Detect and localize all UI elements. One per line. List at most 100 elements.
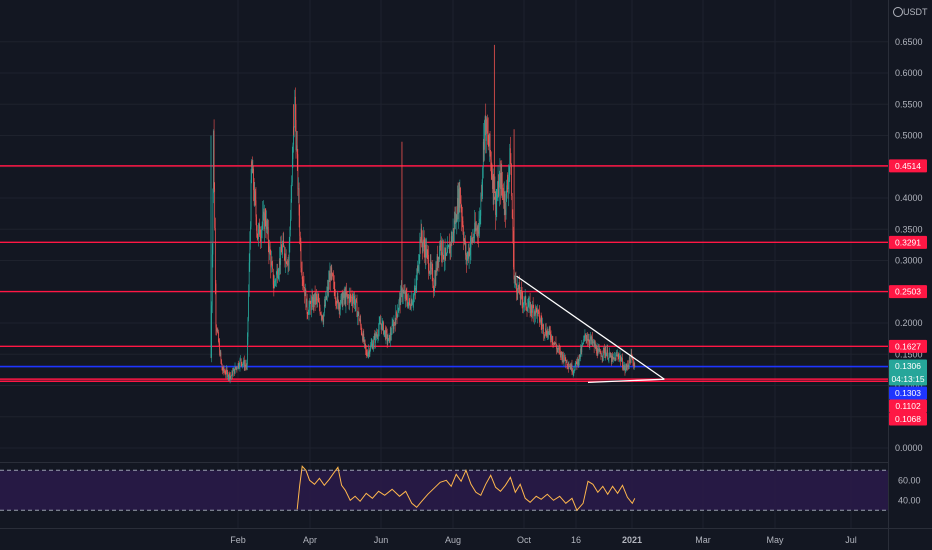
candle-down <box>375 333 377 336</box>
candle-down <box>224 372 226 375</box>
rsi-line[interactable] <box>296 465 636 512</box>
candle-up <box>534 311 535 317</box>
candle-up <box>633 365 635 367</box>
candle-down <box>327 286 329 290</box>
candle-down <box>461 217 463 222</box>
candle-down <box>410 307 411 309</box>
candle-up <box>391 324 393 335</box>
trend-line-support[interactable] <box>587 378 665 384</box>
candle-up <box>308 306 310 315</box>
trend-lines[interactable] <box>516 275 665 384</box>
candle-down <box>595 344 596 349</box>
candle-down <box>286 263 288 264</box>
candle-up <box>414 288 416 293</box>
candle-up <box>417 266 418 275</box>
candle-down <box>481 195 482 197</box>
candle-down <box>305 290 307 308</box>
candle-down <box>407 301 408 307</box>
level-badge: 0.3291 <box>895 237 921 247</box>
candle-up <box>342 298 344 307</box>
candle-down <box>537 309 539 311</box>
rsi-pane[interactable] <box>0 465 888 512</box>
candle-up <box>459 187 461 208</box>
dollar-circle-icon <box>893 7 903 17</box>
candle-down <box>468 252 469 259</box>
candle-down <box>611 355 612 363</box>
candle-up <box>287 260 289 266</box>
candle-down <box>454 220 456 224</box>
candle-up <box>473 236 475 239</box>
candle-down <box>210 357 212 358</box>
candle-down <box>365 344 366 350</box>
candle-down <box>216 327 217 332</box>
candle-down <box>257 233 259 239</box>
x-tick-label: 2021 <box>622 535 642 545</box>
candle-up <box>456 220 458 223</box>
candle-down <box>570 366 572 370</box>
candle-down <box>288 260 289 262</box>
candle-up <box>532 304 533 313</box>
candle-up <box>524 296 526 298</box>
candle-up <box>379 322 381 324</box>
candle-down <box>269 246 271 255</box>
candle-up <box>522 303 524 305</box>
candle-down <box>566 360 568 366</box>
candle-up <box>564 355 565 361</box>
candle-down <box>314 293 316 302</box>
candle-down <box>486 119 488 132</box>
candle-down <box>343 292 345 298</box>
candle-down <box>341 293 343 307</box>
candle-up <box>595 346 597 349</box>
candle-down <box>332 273 333 275</box>
candle-up <box>581 345 583 353</box>
candle-up <box>466 256 468 261</box>
candle-up <box>542 324 543 327</box>
candle-down <box>272 269 274 285</box>
candle-down <box>253 190 255 201</box>
candle-up <box>249 242 251 263</box>
candle-down <box>389 335 390 342</box>
candle-up <box>393 322 395 330</box>
candle-up <box>479 218 480 226</box>
y-tick-label: 0.0000 <box>895 443 923 453</box>
candle-down <box>213 130 215 190</box>
candle-down <box>437 256 439 266</box>
candle-up <box>275 280 277 282</box>
candle-up <box>359 319 361 321</box>
time-axis[interactable]: Feb Apr Jun Aug Oct 16 2021 Mar May Jul <box>230 535 857 545</box>
candle-up <box>524 297 525 303</box>
candle-down <box>303 279 304 285</box>
candle-down <box>460 203 462 209</box>
candle-down <box>539 321 541 322</box>
candle-down <box>441 240 442 254</box>
candle-down <box>229 373 230 379</box>
candlestick-series[interactable] <box>210 44 636 384</box>
candle-up <box>231 371 233 376</box>
candle-up <box>290 198 292 220</box>
candle-down <box>532 304 534 308</box>
candle-down <box>462 221 464 232</box>
candle-up <box>469 247 471 255</box>
candle-down <box>571 364 573 372</box>
candle-up <box>482 168 484 182</box>
currency-indicator[interactable]: USDT <box>893 7 929 17</box>
candle-up <box>364 340 365 342</box>
candle-down <box>433 285 434 290</box>
candle-up <box>254 191 256 201</box>
candle-up <box>556 348 558 350</box>
candle-down <box>601 355 603 357</box>
candle-up <box>446 253 448 255</box>
candle-up <box>627 365 629 367</box>
candle-down <box>488 142 490 147</box>
candle-up <box>584 334 586 338</box>
candle-up <box>548 328 550 332</box>
level-badge-bg <box>889 339 927 353</box>
trend-line-descending[interactable] <box>516 275 665 380</box>
candle-down <box>277 269 278 278</box>
candle-up <box>523 302 525 304</box>
candle-up <box>230 375 232 377</box>
candle-up <box>452 228 454 236</box>
candle-up <box>586 339 588 340</box>
candle-up <box>237 363 239 369</box>
